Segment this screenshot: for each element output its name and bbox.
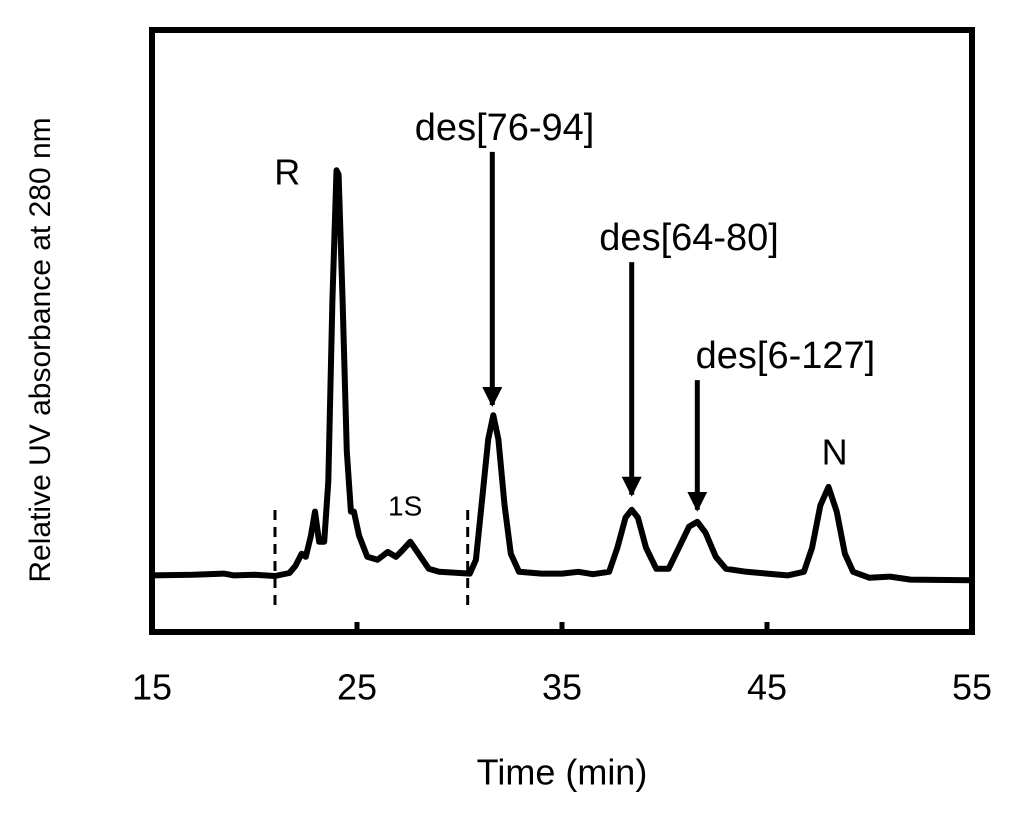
y-axis-title: Relative UV absorbance at 280 nm [24,117,57,582]
peak-label: 1S [388,490,422,521]
x-tick-label: 35 [542,667,582,708]
peak-label: R [274,152,300,193]
chromatogram-trace [151,167,973,584]
x-tick-label: 15 [132,667,172,708]
plot-frame [149,27,975,635]
x-tick-label: 25 [337,667,377,708]
x-tick-label: 45 [747,667,787,708]
peak-label: des[64-80] [599,217,779,259]
peak-label: des[76-94] [415,107,595,149]
x-axis-title: Time (min) [477,752,648,793]
x-tick-label: 55 [952,667,992,708]
peak-label: N [822,432,848,473]
peak-label: des[6-127] [696,335,876,377]
